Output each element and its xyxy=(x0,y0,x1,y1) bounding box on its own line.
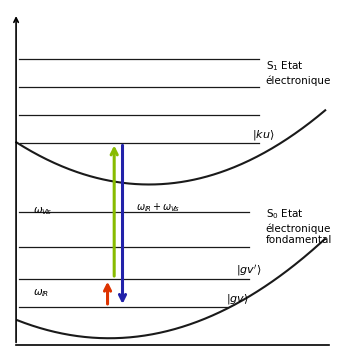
Text: $\omega_{I\!R}+\omega_{V\!i\!s}$: $\omega_{I\!R}+\omega_{V\!i\!s}$ xyxy=(136,201,180,214)
Text: $\omega_{I\!R}$: $\omega_{I\!R}$ xyxy=(33,287,49,299)
Text: $|ku\rangle$: $|ku\rangle$ xyxy=(252,127,275,142)
Text: S$_0$ Etat
électronique
fondamental: S$_0$ Etat électronique fondamental xyxy=(266,208,332,245)
Text: S$_1$ Etat
électronique: S$_1$ Etat électronique xyxy=(266,60,331,86)
Text: $|gv\rangle$: $|gv\rangle$ xyxy=(226,292,248,306)
Text: $|gv^{\prime}\rangle$: $|gv^{\prime}\rangle$ xyxy=(236,263,261,278)
Text: $\omega_{V\!i\!s}$: $\omega_{V\!i\!s}$ xyxy=(33,205,52,217)
